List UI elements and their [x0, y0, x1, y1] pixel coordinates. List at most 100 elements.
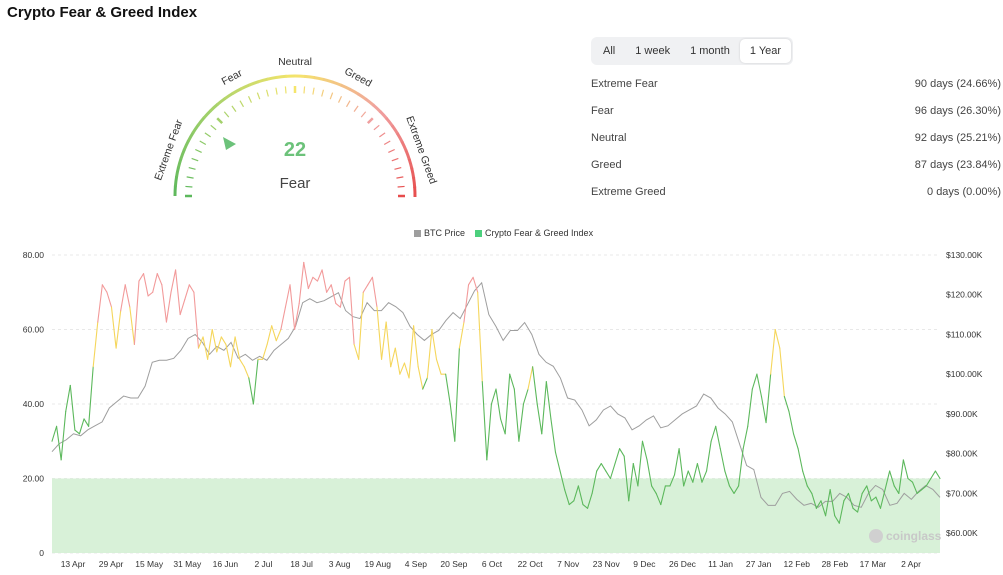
x-tick-label: 29 Apr	[99, 559, 124, 569]
stat-label: Extreme Greed	[591, 186, 666, 198]
series-fear-greed-segment	[651, 485, 657, 494]
gauge-arc-segment	[400, 140, 408, 152]
stat-row-extreme-fear: Extreme Fear 90 days (24.66%)	[591, 72, 1001, 99]
series-fear-greed-segment	[381, 321, 387, 360]
tab-1-month[interactable]: 1 month	[690, 45, 730, 57]
series-fear-greed-segment	[477, 291, 483, 383]
gauge-tick	[353, 105, 359, 112]
series-fear-greed-segment	[467, 276, 474, 286]
series-fear-greed-segment	[692, 463, 698, 483]
gauge-arc-segment	[304, 74, 316, 80]
series-fear-greed-segment	[884, 470, 891, 491]
series-fear-greed-segment	[847, 492, 854, 509]
stat-value: 90 days (24.66%)	[914, 78, 1001, 90]
gauge-arc-segment	[209, 102, 219, 113]
series-fear-greed-segment	[408, 325, 415, 379]
gauge-tick	[284, 86, 287, 94]
series-fear-greed-segment	[152, 273, 158, 293]
series-fear-greed-segment	[262, 343, 268, 360]
legend-item-btc-price[interactable]: BTC Price	[414, 228, 465, 238]
gauge-arc-segment	[340, 83, 352, 91]
coinglass-logo-icon	[869, 529, 883, 543]
series-fear-greed-segment	[596, 463, 602, 472]
series-fear-greed-segment	[321, 269, 328, 293]
series-fear-greed-segment	[74, 429, 81, 435]
fear-greed-gauge: Extreme Fear Fear Neutral Greed Extreme Gree…	[152, 56, 439, 198]
series-fear-greed-segment	[774, 328, 781, 349]
series-fear-greed-segment	[728, 485, 735, 494]
gauge-arc-segment	[371, 103, 382, 113]
gauge-arc-segment	[239, 83, 251, 91]
extreme-fear-band	[52, 478, 940, 553]
series-fear-greed-segment	[248, 377, 254, 405]
series-fear-greed-segment	[316, 269, 323, 282]
gauge-tick	[366, 117, 374, 125]
series-fear-greed-segment	[701, 470, 708, 483]
x-tick-label: 3 Aug	[329, 559, 351, 569]
series-fear-greed-segment	[426, 328, 433, 379]
gauge-tick	[303, 86, 306, 94]
series-fear-greed-segment	[225, 343, 232, 368]
gauge-arc-segment	[223, 91, 234, 101]
series-fear-greed-segment	[792, 433, 799, 450]
series-fear-greed-segment	[445, 373, 451, 405]
series-fear-greed-segment	[660, 485, 666, 506]
gauge-arc-segment	[182, 139, 190, 151]
series-fear-greed-segment	[500, 418, 506, 435]
series-fear-greed-segment	[65, 384, 71, 412]
tab-1-week[interactable]: 1 week	[635, 45, 671, 57]
legend-item-fear-greed[interactable]: Crypto Fear & Greed Index	[475, 228, 593, 238]
series-fear-greed-segment	[399, 362, 406, 375]
series-fear-greed-segment	[184, 284, 190, 301]
series-fear-greed-segment	[376, 306, 383, 360]
series-fear-greed-segment	[170, 269, 177, 293]
series-fear-greed-segment	[815, 500, 822, 509]
x-tick-label: 26 Dec	[669, 559, 697, 569]
y-right-tick-label: $80.00K	[946, 449, 978, 459]
y-right-tick-label: $60.00K	[946, 528, 978, 538]
series-fear-greed-segment	[806, 485, 813, 494]
series-fear-greed-segment	[307, 276, 314, 290]
series-fear-greed-segment	[458, 321, 465, 349]
series-fear-greed-segment	[573, 485, 579, 502]
series-fear-greed-segment	[92, 321, 99, 368]
series-fear-greed-segment	[179, 299, 186, 316]
gauge-tick	[360, 111, 367, 118]
series-fear-greed-segment	[481, 381, 488, 461]
coinglass-watermark: coinglass	[869, 529, 942, 543]
series-fear-greed-segment	[934, 470, 941, 480]
gauge-arc-segment	[266, 75, 278, 81]
gauge-arc-segment	[313, 75, 325, 82]
series-fear-greed-segment	[83, 418, 90, 427]
series-fear-greed-segment	[371, 276, 378, 308]
series-fear-greed-segment	[358, 291, 364, 360]
series-fear-greed-segment	[829, 489, 836, 517]
series-fear-greed-segment	[925, 477, 932, 487]
gauge-zone-label: Greed	[342, 65, 374, 89]
stat-label: Fear	[591, 105, 614, 117]
gauge-arc-segment	[364, 97, 375, 107]
series-fear-greed-segment	[207, 328, 213, 360]
series-fear-greed-segment	[930, 470, 936, 480]
gauge-arc-segment	[191, 123, 200, 135]
series-fear-greed-segment	[413, 325, 419, 368]
gauge-tick	[383, 140, 391, 146]
series-fear-greed-segment	[673, 448, 680, 476]
tab-all[interactable]: All	[603, 45, 616, 57]
series-fear-greed-segment	[715, 425, 721, 450]
x-tick-label: 20 Sep	[440, 559, 467, 569]
x-tick-label: 31 May	[173, 559, 202, 569]
tab-1-year[interactable]: 1 Year	[739, 39, 792, 63]
series-fear-greed-segment	[197, 336, 204, 349]
series-fear-greed-segment	[252, 358, 259, 405]
series-fear-greed-segment	[353, 343, 360, 360]
gauge-needle-icon	[223, 137, 236, 150]
series-fear-greed-segment	[536, 403, 543, 435]
x-tick-label: 28 Feb	[822, 559, 849, 569]
series-fear-greed-segment	[188, 284, 195, 293]
gauge-arc-segment	[348, 87, 360, 96]
series-fear-greed-segment	[165, 291, 172, 323]
gauge-tick	[394, 166, 402, 170]
gauge-tick	[388, 148, 395, 154]
series-fear-greed-segment	[115, 310, 122, 349]
